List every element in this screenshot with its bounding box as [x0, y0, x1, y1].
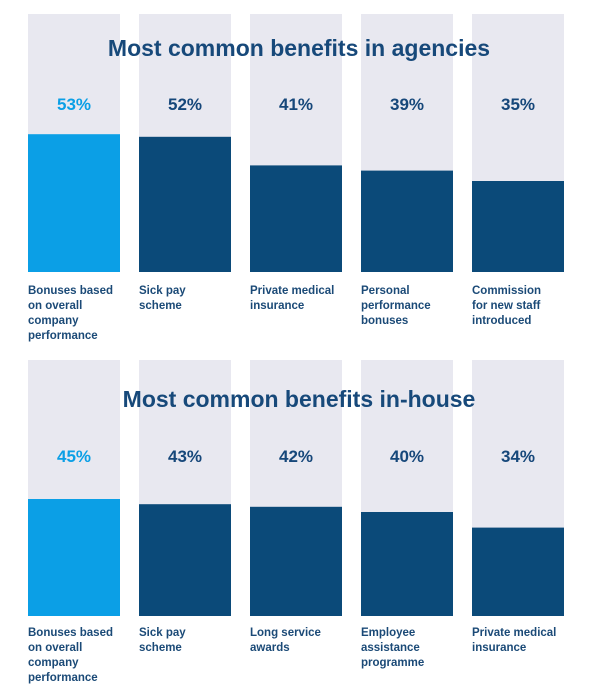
agencies-category-label-5: Commission for new staff introduced [472, 285, 542, 327]
inhouse-chart-title: Most common benefits in-house [122, 386, 476, 412]
agencies-category-label-2: Sick pay scheme [139, 285, 186, 312]
agencies-bar-1 [28, 134, 120, 272]
agencies-bar-4 [361, 170, 453, 272]
agencies-value-label-4: 39% [390, 95, 424, 114]
agencies-bar-3 [250, 165, 342, 272]
inhouse-category-label-5: Private medical insurance [472, 627, 557, 654]
agencies-category-label-1: Bonuses based on overall company performanc… [28, 285, 113, 342]
agencies-value-label-1: 53% [57, 95, 91, 114]
agencies-value-label-5: 35% [501, 95, 535, 114]
agencies-benefits-chart: 53% 52% 41% 39% 35% Most common benefits in … [0, 0, 598, 345]
inhouse-value-label-1: 45% [57, 447, 91, 466]
inhouse-value-label-3: 42% [279, 447, 313, 466]
inhouse-bar-2 [139, 504, 231, 616]
agencies-bar-chart: 53% 52% 41% 39% 35% [28, 14, 564, 272]
inhouse-value-label-2: 43% [168, 447, 202, 466]
inhouse-category-label-3: Long service awards [250, 627, 321, 654]
agencies-chart-title: Most common benefits in agencies [107, 35, 491, 61]
inhouse-bar-5 [472, 527, 564, 616]
inhouse-category-label-2: Sick pay scheme [139, 627, 186, 654]
inhouse-bar-1 [28, 499, 120, 616]
agencies-value-label-3: 41% [279, 95, 313, 114]
inhouse-category-label-4: Employee assistance programme [361, 627, 425, 669]
agencies-category-label-3: Private medical insurance [250, 285, 335, 312]
agencies-category-label-4: Personal performance bonuses [361, 285, 431, 327]
agencies-bar-5 [472, 181, 564, 272]
inhouse-bar-3 [250, 506, 342, 616]
inhouse-value-label-4: 40% [390, 447, 424, 466]
agencies-value-label-2: 52% [168, 95, 202, 114]
inhouse-bar-4 [361, 512, 453, 616]
inhouse-bar-chart: 45% 43% 42% 40% 34% [28, 360, 564, 616]
inhouse-category-label-1: Bonuses based on overall company performanc… [28, 627, 113, 684]
inhouse-value-label-5: 34% [501, 447, 535, 466]
inhouse-benefits-chart: 45% 43% 42% 40% 34% Most common benefits in-… [0, 352, 598, 693]
agencies-bar-2 [139, 136, 231, 272]
